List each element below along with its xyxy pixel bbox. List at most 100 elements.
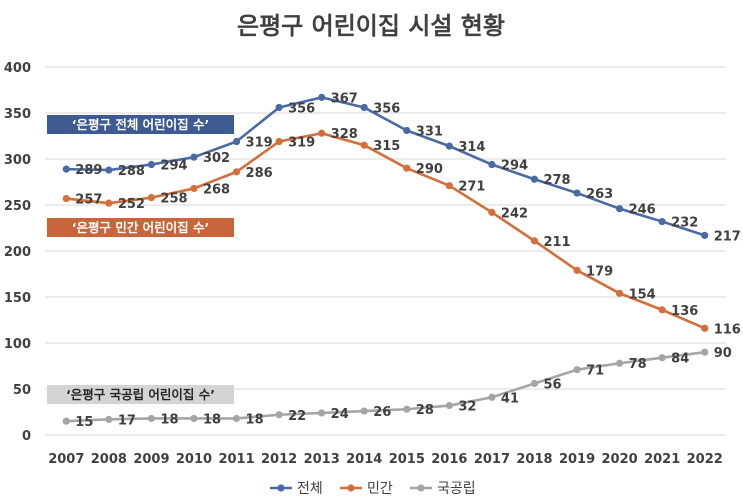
data-label: 136 <box>671 304 698 319</box>
data-label: 319 <box>288 136 315 151</box>
data-point <box>147 414 156 423</box>
data-label: 286 <box>246 166 273 181</box>
data-label: 71 <box>586 364 604 379</box>
y-tick-label: 300 <box>4 153 31 168</box>
data-point <box>573 189 581 197</box>
x-tick-label: 2007 <box>48 452 84 467</box>
data-label: 32 <box>458 400 476 415</box>
data-point <box>318 93 326 101</box>
x-tick-label: 2019 <box>559 452 595 467</box>
data-label: 217 <box>714 229 741 244</box>
data-label: 84 <box>671 352 689 367</box>
y-axis: 0 50 100 150 200 250 300 350 400 <box>4 61 31 444</box>
data-label: 15 <box>75 415 93 430</box>
data-point <box>232 414 241 423</box>
y-tick-label: 0 <box>22 429 31 444</box>
data-point <box>105 415 113 423</box>
data-label: 289 <box>75 163 102 178</box>
data-point <box>275 411 283 419</box>
data-label: 328 <box>331 127 358 142</box>
data-label: 263 <box>586 187 613 202</box>
x-tick-label: 2013 <box>304 452 340 467</box>
legend-label: 전체 <box>297 481 323 497</box>
annotation-box <box>47 115 234 134</box>
data-point <box>573 266 581 274</box>
x-tick-label: 2016 <box>431 452 467 467</box>
data-label: 288 <box>118 164 145 179</box>
y-tick-label: 350 <box>4 107 31 122</box>
legend-item: 민간 <box>340 481 393 497</box>
y-tick-label: 400 <box>4 61 31 76</box>
data-point <box>318 409 326 417</box>
series-0: 289 288 294 302 319 356 367 356 331 314 294 278 263 2… <box>62 91 741 244</box>
series-line <box>66 96 706 237</box>
x-tick-label: 2022 <box>687 452 723 467</box>
x-tick-label: 2008 <box>91 452 127 467</box>
x-tick-label: 2014 <box>346 452 382 467</box>
x-tick-label: 2011 <box>218 452 254 467</box>
data-label: 356 <box>288 101 315 116</box>
data-label: 28 <box>416 403 434 418</box>
data-point <box>530 237 539 245</box>
x-tick-label: 2020 <box>602 452 638 467</box>
data-label: 56 <box>543 377 561 392</box>
x-tick-label: 2018 <box>516 452 552 467</box>
data-label: 290 <box>416 162 443 177</box>
data-label: 24 <box>331 407 349 422</box>
data-point <box>147 194 156 202</box>
data-point <box>615 359 624 367</box>
data-point <box>615 289 624 297</box>
data-point <box>190 184 198 193</box>
data-point <box>573 366 581 374</box>
x-axis: 2007 2008 2009 2010 2011 2012 2013 2014 2015 2016… <box>48 452 723 467</box>
annotations: ‘은평구 전체 어린이집 수’ ‘은평구 민간 어린이집 수’ ‘은평구 국공립 어… <box>47 115 234 404</box>
annotation-box <box>47 385 234 404</box>
x-tick-label: 2021 <box>644 452 680 467</box>
data-point <box>488 208 496 216</box>
series-line <box>66 131 706 330</box>
data-point <box>105 199 113 207</box>
data-label: 242 <box>501 206 528 221</box>
data-point <box>658 217 666 226</box>
data-point <box>658 354 666 362</box>
data-label: 294 <box>501 159 528 174</box>
legend-item: 국공립 <box>410 481 476 497</box>
data-point <box>445 401 453 410</box>
data-point <box>147 160 156 169</box>
data-point <box>488 160 496 169</box>
data-label: 18 <box>203 412 221 427</box>
data-point <box>403 126 411 135</box>
data-label: 246 <box>629 203 656 218</box>
series-line <box>66 350 705 423</box>
data-label: 268 <box>203 182 230 197</box>
data-point <box>445 182 453 190</box>
data-point <box>530 379 539 388</box>
y-tick-label: 100 <box>4 337 31 352</box>
data-label: 116 <box>714 322 741 337</box>
data-label: 331 <box>416 124 443 139</box>
data-label: 278 <box>543 173 570 188</box>
legend-label: 민간 <box>367 481 393 497</box>
data-label: 367 <box>331 91 358 106</box>
data-label: 252 <box>118 197 145 212</box>
data-label: 41 <box>501 391 519 406</box>
data-label: 78 <box>629 357 647 372</box>
data-point <box>488 393 496 401</box>
annotation-label: ‘은평구 국공립 어린이집 수’ <box>66 387 215 402</box>
annotation-label: ‘은평구 민간 어린이집 수’ <box>72 220 210 235</box>
data-point <box>701 348 709 356</box>
legend-label: 국공립 <box>437 481 476 497</box>
x-tick-label: 2010 <box>176 452 212 467</box>
y-tick-label: 200 <box>4 245 31 260</box>
x-tick-label: 2009 <box>133 452 169 467</box>
legend: 전체 민간 국공립 <box>270 481 476 497</box>
data-point <box>232 137 241 146</box>
data-point <box>275 137 283 146</box>
data-point <box>318 129 326 137</box>
legend-swatch-marker <box>417 484 425 492</box>
legend-swatch-marker <box>277 484 285 492</box>
data-point <box>615 205 624 213</box>
data-label: 22 <box>288 409 306 424</box>
data-point <box>190 153 198 161</box>
data-point <box>445 142 453 150</box>
